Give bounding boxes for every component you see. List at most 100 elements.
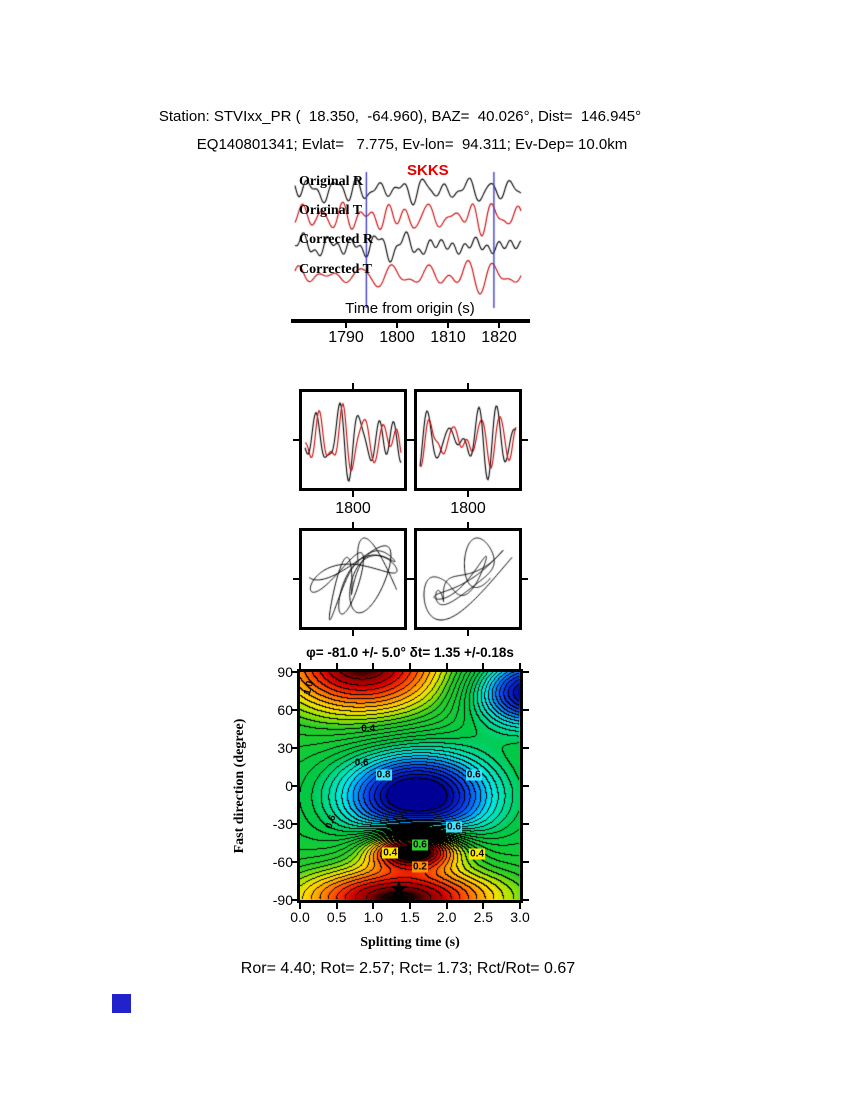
contour-x-tick-label: 3.0	[510, 909, 530, 925]
time-tick	[345, 323, 347, 328]
event-info-line: EQ140801341; Evlat= 7.775, Ev-lon= 94.31…	[196, 136, 628, 153]
contour-y-tick-label: 30	[277, 740, 293, 756]
contour-x-tick-label: 0.0	[290, 909, 310, 925]
contour-x-tick	[445, 663, 448, 669]
contour-x-tick	[519, 903, 521, 909]
contour-y-tick	[291, 861, 297, 863]
contour-x-axis-label: Splitting time (s)	[360, 935, 460, 950]
panel-tick	[352, 383, 354, 389]
quality-ratios-line: Ror= 4.40; Rot= 2.57; Rct= 1.73; Rct/Rot…	[240, 960, 576, 977]
contour-y-tick	[523, 823, 529, 825]
panel-tick	[352, 491, 354, 497]
panel-tick	[352, 522, 354, 528]
contour-x-tick	[372, 903, 375, 909]
contour-x-tick	[372, 663, 375, 669]
contour-y-tick	[523, 785, 529, 787]
contour-y-tick-label: 90	[277, 664, 293, 680]
contour-y-tick	[291, 899, 297, 901]
contour-x-tick	[482, 903, 485, 909]
contour-y-tick	[291, 709, 297, 711]
panel-tick	[467, 383, 469, 389]
panel-tick	[352, 630, 354, 636]
splitting-result-title: φ= -81.0 +/- 5.0° δt= 1.35 +/-0.18s	[306, 645, 514, 660]
time-tick-label: 1820	[481, 329, 517, 346]
contour-x-tick-label: 1.0	[363, 909, 384, 925]
station-info-line: Station: STVIxx_PR ( 18.350, -64.960), B…	[158, 108, 642, 125]
panel-tick	[467, 522, 469, 528]
contour-level-label: 0.6	[465, 769, 482, 781]
contour-level-label: 0.6	[446, 821, 462, 833]
contour-level-label: 0.2	[411, 861, 428, 873]
contour-y-tick-label: -60	[272, 854, 293, 870]
contour-y-tick	[523, 709, 529, 711]
contour-x-tick	[409, 903, 411, 909]
contour-y-tick	[291, 747, 297, 749]
panel-tick	[408, 439, 414, 441]
contour-level-label: 0.8	[375, 769, 392, 781]
waveform-window-panel	[414, 389, 522, 491]
window-tick-label: 1800	[450, 500, 486, 517]
contour-x-tick-label: 1.5	[400, 909, 420, 925]
panel-tick	[467, 491, 469, 497]
contour-x-tick	[299, 903, 301, 909]
trace-label: Original R	[299, 174, 364, 189]
contour-level-label: 0.4	[469, 848, 486, 860]
particle-motion-canvas	[417, 531, 519, 627]
contour-y-tick-label: 60	[277, 702, 293, 718]
time-axis-line	[291, 319, 530, 323]
contour-y-axis-label: Fast direction (degree)	[232, 718, 247, 854]
contour-x-tick	[445, 903, 448, 909]
contour-level-label: 0.6	[354, 757, 369, 769]
panel-tick	[293, 578, 299, 580]
time-tick-label: 1800	[379, 329, 415, 346]
trace-label: Corrected T	[299, 262, 372, 277]
contour-x-tick	[335, 663, 338, 669]
time-tick	[498, 323, 500, 328]
contour-x-tick	[335, 903, 338, 909]
trace-label: Original T	[299, 203, 363, 218]
contour-x-tick	[409, 663, 411, 669]
contour-x-tick-label: 2.5	[473, 909, 494, 925]
contour-y-tick-label: 0	[285, 778, 293, 794]
time-tick-label: 1810	[430, 329, 466, 346]
panel-tick	[467, 630, 469, 636]
time-tick	[447, 323, 449, 328]
contour-level-label: 0.4	[382, 847, 399, 859]
particle-motion-canvas	[302, 531, 404, 627]
contour-y-tick	[291, 823, 297, 825]
contour-x-tick-label: 0.5	[326, 909, 347, 925]
waveform-window-panel	[299, 389, 407, 491]
contour-y-tick	[291, 785, 297, 787]
contour-x-tick	[299, 663, 301, 669]
seismogram-traces-canvas	[290, 166, 530, 314]
time-tick	[396, 323, 398, 328]
contour-y-tick	[291, 671, 297, 673]
time-axis-label: Time from origin (s)	[345, 300, 475, 317]
waveform-window-canvas	[417, 392, 519, 488]
panel-tick	[293, 439, 299, 441]
contour-y-tick	[523, 899, 529, 901]
contour-y-tick	[523, 671, 529, 673]
particle-motion-panel	[414, 528, 522, 630]
best-solution-star: ★	[389, 875, 409, 901]
contour-x-tick	[482, 663, 485, 669]
contour-level-label: 0.4	[361, 723, 376, 735]
contour-y-tick	[523, 861, 529, 863]
contour-level-label: 0.6	[411, 839, 428, 851]
time-tick-label: 1790	[328, 329, 364, 346]
panel-tick	[522, 439, 528, 441]
contour-x-tick	[519, 663, 521, 669]
color-swatch	[112, 994, 131, 1013]
waveform-window-canvas	[302, 392, 404, 488]
error-surface-canvas	[300, 672, 520, 900]
contour-y-tick	[523, 747, 529, 749]
contour-y-tick-label: -30	[272, 816, 293, 832]
contour-y-tick-label: -90	[272, 892, 293, 908]
panel-tick	[522, 578, 528, 580]
contour-x-tick-label: 2.0	[436, 909, 457, 925]
contour-plot-frame: 1.0 0.4 0.6 0.8 0.6 0.6 0.6 0.4 0.6 0.2 0.4 ★	[297, 669, 523, 903]
particle-motion-panel	[299, 528, 407, 630]
trace-label: Corrected R	[299, 232, 373, 247]
window-tick-label: 1800	[335, 500, 371, 517]
